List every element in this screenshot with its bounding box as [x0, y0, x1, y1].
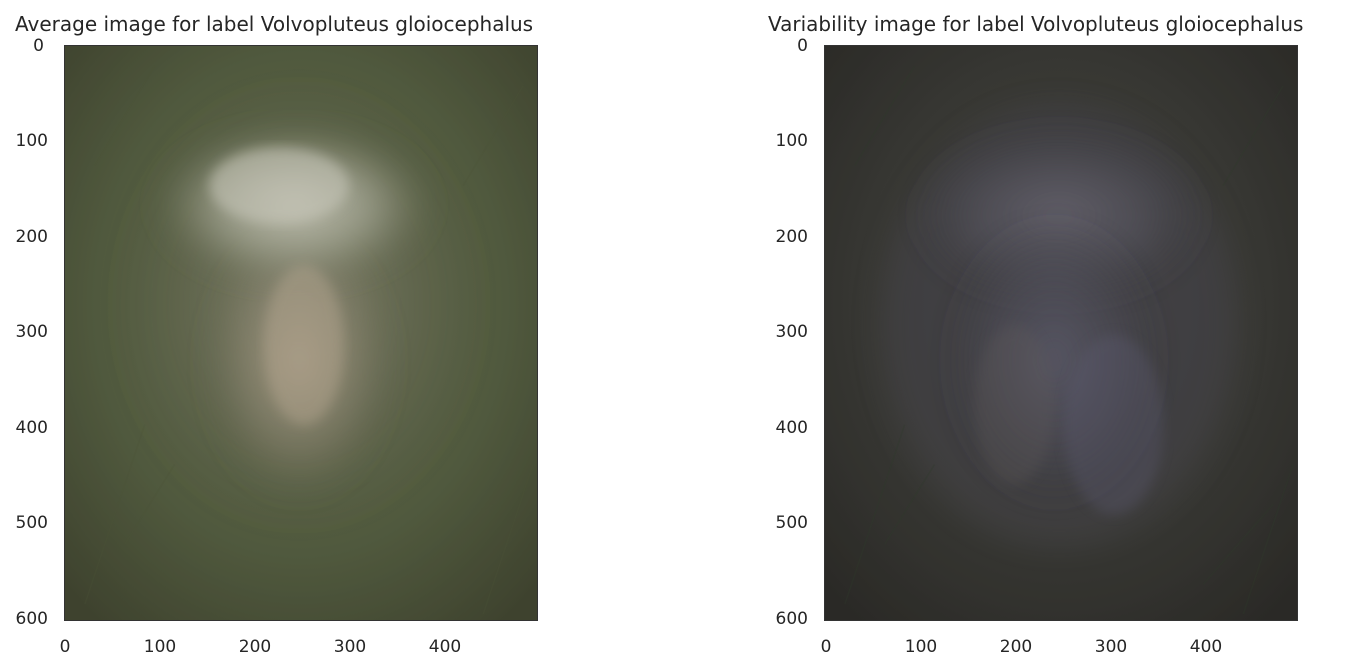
- y-tick: 400: [775, 418, 808, 438]
- y-tick: 500: [15, 513, 48, 533]
- x-tick: 300: [333, 637, 367, 657]
- x-tick: 400: [428, 637, 462, 657]
- average-image: [64, 45, 538, 621]
- x-tick: 200: [999, 637, 1033, 657]
- x-tick: 0: [59, 637, 71, 657]
- average-image-panel: Average image for label Volvopluteus glo…: [0, 0, 640, 671]
- y-tick: 100: [15, 131, 48, 151]
- y-tick: 0: [797, 36, 808, 56]
- y-tick: 500: [775, 513, 808, 533]
- variability-mushroom-image: [825, 46, 1297, 620]
- y-tick: 100: [775, 131, 808, 151]
- x-tick: 100: [143, 637, 177, 657]
- y-tick: 0: [33, 36, 44, 56]
- y-tick: 600: [15, 609, 48, 629]
- variability-image-title: Variability image for label Volvopluteus…: [768, 12, 1304, 36]
- y-tick: 200: [15, 227, 48, 247]
- x-tick: 0: [820, 637, 832, 657]
- y-tick: 300: [15, 322, 48, 342]
- y-tick: 600: [775, 609, 808, 629]
- y-tick: 300: [775, 322, 808, 342]
- x-tick: 300: [1094, 637, 1128, 657]
- x-tick: 200: [238, 637, 272, 657]
- x-tick: 400: [1189, 637, 1223, 657]
- y-tick: 400: [15, 418, 48, 438]
- average-image-title: Average image for label Volvopluteus glo…: [15, 12, 534, 36]
- variability-image-panel: Variability image for label Volvopluteus…: [760, 0, 1370, 671]
- x-tick: 100: [904, 637, 938, 657]
- y-tick: 200: [775, 227, 808, 247]
- average-mushroom-image: [65, 46, 537, 620]
- variability-image: [824, 45, 1298, 621]
